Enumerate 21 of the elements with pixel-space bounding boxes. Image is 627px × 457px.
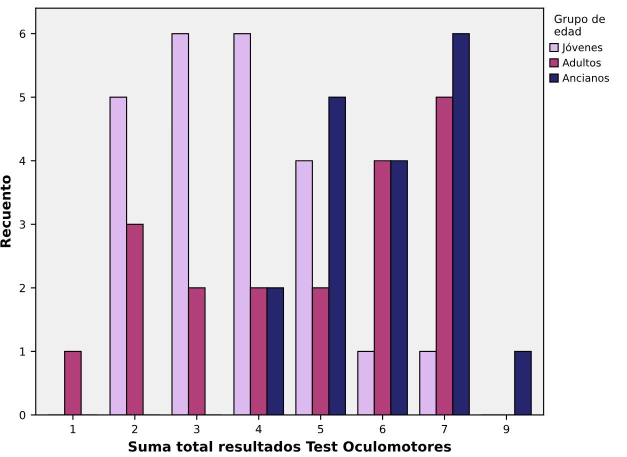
legend-label: Jóvenes xyxy=(562,42,602,54)
x-tick-label: 3 xyxy=(194,424,200,434)
y-tick-label: 2 xyxy=(20,284,25,292)
legend-label: Ancianos xyxy=(562,74,609,82)
x-tick-label: 9 xyxy=(504,424,510,434)
y-tick-label: 0 xyxy=(20,410,26,420)
x-axis-title: Suma total resultados Test Oculomotores xyxy=(128,440,451,452)
legend-title: Grupo de edad xyxy=(554,14,605,36)
y-tick-label: 4 xyxy=(19,156,26,165)
x-tick-label: 5 xyxy=(318,425,324,434)
x-tick-label: 2 xyxy=(132,424,138,434)
y-tick-label: 1 xyxy=(20,348,25,356)
y-tick-label: 6 xyxy=(20,30,26,38)
y-tick-label: 3 xyxy=(20,220,26,229)
x-tick-label: 6 xyxy=(380,424,386,434)
x-tick-label: 4 xyxy=(256,425,262,434)
y-axis-title: Recuento xyxy=(0,175,11,248)
x-tick-label: 1 xyxy=(70,425,76,434)
x-tick-label: 7 xyxy=(442,425,448,434)
y-tick-label: 5 xyxy=(20,93,26,102)
legend-label: Adultos xyxy=(562,58,601,67)
